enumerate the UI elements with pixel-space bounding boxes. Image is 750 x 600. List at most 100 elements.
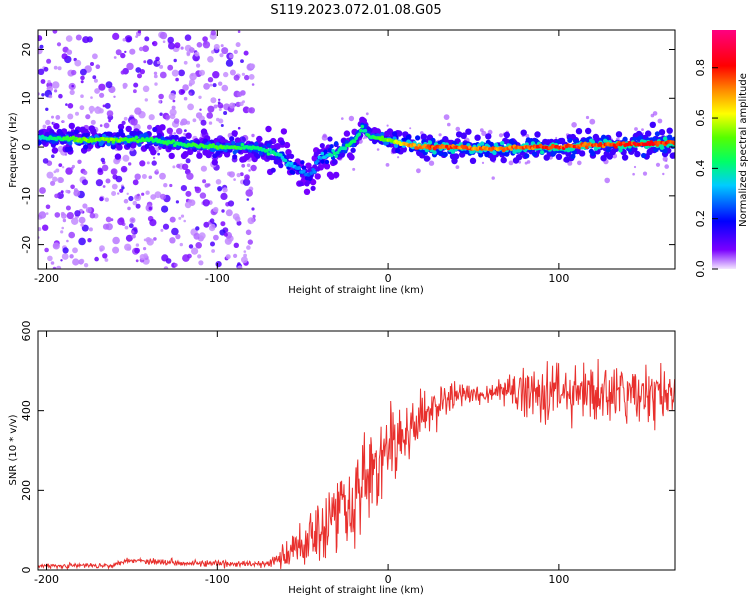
spectrogram-cell [323,149,328,154]
spectrogram-cell [45,119,51,126]
spectrogram-cell [122,38,126,42]
spectrogram-cell [184,201,192,209]
spectrogram-cell [120,165,128,173]
spectrogram-cell [319,156,323,160]
spectrogram-cell [120,52,126,59]
spectrogram-cell [534,131,541,138]
spectrogram-cell [182,254,190,262]
spectrogram-cell [211,249,216,253]
spectrogram-cell [352,167,356,171]
spectrogram-cell [135,203,141,209]
spectrogram-cell [78,216,86,224]
spectrogram-cell [221,84,229,92]
spectrogram-cell [335,150,340,155]
spectrogram-cell [106,110,114,117]
spectrogram-cell [270,167,276,173]
spectrogram-cell [332,151,337,156]
spectrogram-cell [665,159,668,162]
spectrogram-cell [585,115,590,120]
spectrogram-cell [154,191,162,199]
spectrogram-cell [69,131,75,137]
spectrogram-cell [56,42,62,47]
spectrogram-cell [95,179,103,187]
spectrogram-cell [121,186,125,190]
spectrogram-cell [251,207,255,211]
x-tick-label: 0 [385,272,392,285]
spectrogram-cell [239,172,244,177]
spectrogram-cell [515,154,523,161]
spectrogram-cell [135,243,140,247]
spectrogram-cell [183,219,186,223]
spectrogram-cell [111,191,117,196]
spectrogram-frame [37,29,676,270]
spectrogram-cell [215,179,222,185]
spectrogram-cell [571,122,577,128]
spectrogram-cell [539,150,545,155]
spectrogram-cell [82,203,88,209]
spectrogram-cell [148,175,153,180]
spectrogram-cell [153,71,158,76]
spectrogram-cell [455,165,460,170]
spectrogram-cell [60,230,64,234]
spectrogram-cell [51,81,60,89]
spectrogram-cell [237,262,241,266]
spectrogram-cell [555,136,558,139]
spectrogram-cell [70,166,74,170]
spectrogram-cell [81,224,89,232]
spectrogram-cell [80,80,84,84]
spectrogram-cell [219,53,224,58]
colorbar-tick-label: 0.0 [694,260,707,278]
spectrogram-cell [42,124,47,129]
spectrogram-cell [376,148,380,151]
spectrogram-cell [204,183,210,188]
spectrogram-cell [178,69,186,77]
spectrogram-cell [485,133,492,140]
spectrogram-cell [54,212,61,218]
spectrogram-cell [583,141,587,146]
spectrogram-cell [233,242,239,248]
x-tick-label: -200 [34,272,59,285]
spectrogram-cell [143,238,147,242]
spectrogram-cell [173,263,178,267]
spectrogram-cell [352,139,357,143]
spectrogram-cell [134,247,141,254]
spectrogram-cell [180,214,185,218]
spectrogram-cell [38,227,42,232]
spectrogram-cell [56,265,62,269]
spectrogram-cell [152,156,156,160]
colorbar-tick-label: 0.8 [694,59,707,77]
spectrogram-cell [137,193,140,197]
spectrogram-cell [385,163,390,167]
spectrogram-cell [231,140,236,146]
spectrogram-cell [58,177,64,183]
spectrogram-cell [124,225,129,230]
spectrogram-cell [151,160,157,166]
spectrogram-cell [187,103,195,111]
spectrogram-cell [171,105,176,110]
spectrogram-cell [360,124,365,129]
colorbar-tick-label: 0.4 [694,160,707,178]
spectrogram-cell [57,66,62,71]
spectrogram-cell [94,256,99,262]
spectrogram-cell [48,94,53,99]
snr-y-axis-label: SNR (10 * v/v) [8,414,19,485]
spectrogram-cell [321,134,328,141]
spectrogram-cell [409,127,412,130]
spectrogram-cell [145,190,150,195]
spectrogram-cell [213,234,219,241]
spectrogram-cell [184,129,187,133]
spectrogram-cell [200,165,207,172]
spectrogram-cell [62,247,69,254]
spectrogram-cell [184,34,192,41]
spectrogram-cell [134,135,139,140]
spectrogram-cell [42,158,49,164]
spectrogram-cell [199,69,205,76]
spectrogram-cell [265,148,269,153]
spectrogram-cell [307,176,313,181]
spectrogram-cell [152,40,158,47]
spectrogram-cell [67,113,74,120]
spectrogram-cell [555,153,563,160]
spectrogram-cell [149,219,157,227]
spectrogram-cell [58,163,63,168]
